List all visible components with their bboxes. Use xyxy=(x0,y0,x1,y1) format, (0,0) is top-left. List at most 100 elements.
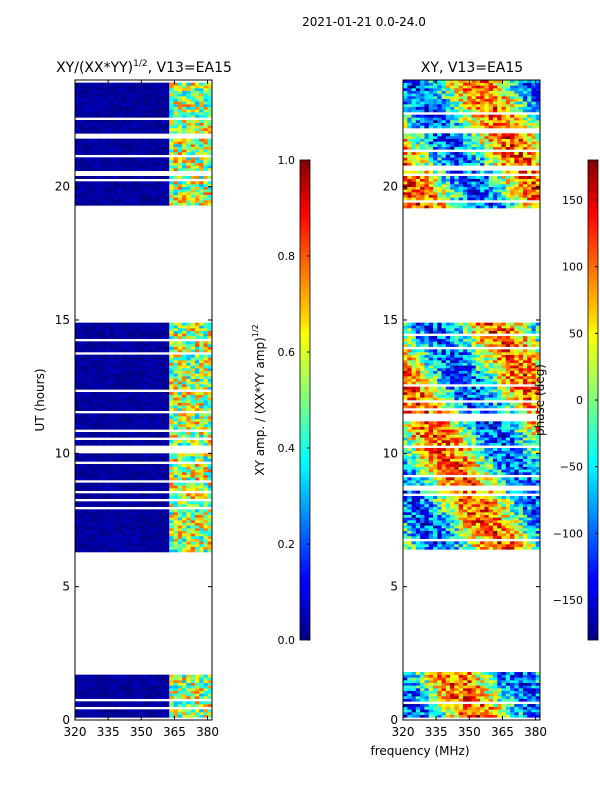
heatmap-cell xyxy=(484,533,490,537)
heatmap-cell xyxy=(143,160,149,163)
heatmap-cell xyxy=(428,512,434,515)
heatmap-cell xyxy=(117,549,123,553)
heatmap-cell xyxy=(87,192,93,195)
heatmap-cell xyxy=(505,530,511,534)
heatmap-cell xyxy=(164,394,170,398)
heatmap-cell xyxy=(87,149,93,153)
heatmap-cell xyxy=(104,501,110,505)
heatmap-cell xyxy=(510,680,515,683)
heatmap-cell xyxy=(122,104,127,107)
heatmap-cell xyxy=(514,514,519,518)
heatmap-cell xyxy=(113,186,119,190)
heatmap-cell xyxy=(164,392,170,395)
heatmap-cell xyxy=(207,501,212,505)
heatmap-cell xyxy=(113,146,119,150)
heatmap-cell xyxy=(186,160,191,163)
heatmap-cell xyxy=(182,120,187,123)
heatmap-cell xyxy=(199,168,204,171)
heatmap-cell xyxy=(100,696,106,699)
heatmap-cell xyxy=(92,474,97,478)
heatmap-cell xyxy=(194,101,200,105)
heatmap-cell xyxy=(484,517,490,521)
heatmap-cell xyxy=(199,322,204,326)
heatmap-cell xyxy=(96,440,102,443)
heatmap-cell xyxy=(415,712,421,715)
heatmap-cell xyxy=(207,397,212,401)
heatmap-cell xyxy=(207,184,212,187)
heatmap-cell xyxy=(147,341,153,345)
heatmap-cell xyxy=(177,485,183,489)
heatmap-cell xyxy=(109,200,114,203)
heatmap-cell xyxy=(169,408,174,411)
heatmap-cell xyxy=(488,525,494,529)
heatmap-cell xyxy=(173,434,179,438)
heatmap-cell xyxy=(182,200,187,203)
heatmap-cell xyxy=(96,98,102,102)
heatmap-cell xyxy=(134,549,140,553)
heatmap-cell xyxy=(450,517,455,521)
heatmap-cell xyxy=(207,394,212,398)
heatmap-cell xyxy=(471,706,477,710)
heatmap-cell xyxy=(75,96,80,99)
heatmap-cell xyxy=(190,381,196,385)
heatmap-cell xyxy=(190,186,196,190)
heatmap-cell xyxy=(194,440,200,443)
heatmap-cell xyxy=(186,106,191,110)
heatmap-cell xyxy=(535,712,540,715)
heatmap-cell xyxy=(113,453,119,457)
heatmap-cell xyxy=(177,528,183,531)
heatmap-cell xyxy=(87,504,93,507)
heatmap-cell xyxy=(164,82,170,86)
heatmap-cell xyxy=(505,680,511,683)
heatmap-cell xyxy=(126,493,132,497)
heatmap-cell xyxy=(92,85,97,89)
heatmap-cell xyxy=(207,522,212,526)
heatmap-cell xyxy=(203,456,209,459)
heatmap-cell xyxy=(160,189,166,193)
heatmap-cell xyxy=(109,194,114,198)
heatmap-cell xyxy=(207,536,212,539)
heatmap-cell xyxy=(177,376,183,379)
heatmap-cell xyxy=(122,696,127,699)
heatmap-cell xyxy=(126,421,132,425)
heatmap-cell xyxy=(109,106,114,110)
heatmap-cell xyxy=(152,482,157,486)
heatmap-cell xyxy=(109,197,114,201)
heatmap-cell xyxy=(177,546,183,550)
heatmap-cell xyxy=(203,90,209,94)
heatmap-cell xyxy=(199,122,204,126)
heatmap-cell xyxy=(441,709,447,713)
heatmap-cell xyxy=(420,520,425,523)
heatmap-cell xyxy=(207,701,212,705)
heatmap-cell xyxy=(75,325,80,329)
heatmap-cell xyxy=(87,456,93,459)
heatmap-cell xyxy=(458,525,464,529)
heatmap-cell xyxy=(164,685,170,689)
heatmap-cell xyxy=(177,357,183,361)
heatmap-cell xyxy=(122,370,127,374)
heatmap-cell xyxy=(96,400,102,403)
heatmap-cell xyxy=(156,325,162,329)
heatmap-cell xyxy=(488,522,494,526)
heatmap-cell xyxy=(182,546,187,550)
heatmap-cell xyxy=(130,336,136,339)
heatmap-cell xyxy=(471,698,477,702)
heatmap-cell xyxy=(475,690,481,694)
heatmap-cell xyxy=(83,709,89,713)
heatmap-cell xyxy=(510,530,515,534)
heatmap-cell xyxy=(126,477,132,481)
heatmap-cell xyxy=(207,456,212,459)
heatmap-cell xyxy=(122,146,127,150)
heatmap-cell xyxy=(130,381,136,385)
heatmap-cell xyxy=(139,456,144,459)
heatmap-cell xyxy=(190,477,196,481)
heatmap-cell xyxy=(113,98,119,102)
heatmap-cell xyxy=(173,418,179,422)
heatmap-cell xyxy=(130,541,136,545)
heatmap-cell xyxy=(160,109,166,113)
heatmap-cell xyxy=(126,370,132,374)
heatmap-cell xyxy=(173,426,179,430)
heatmap-cell xyxy=(134,488,140,491)
heatmap-cell xyxy=(147,328,153,331)
heatmap-cell xyxy=(203,514,209,518)
